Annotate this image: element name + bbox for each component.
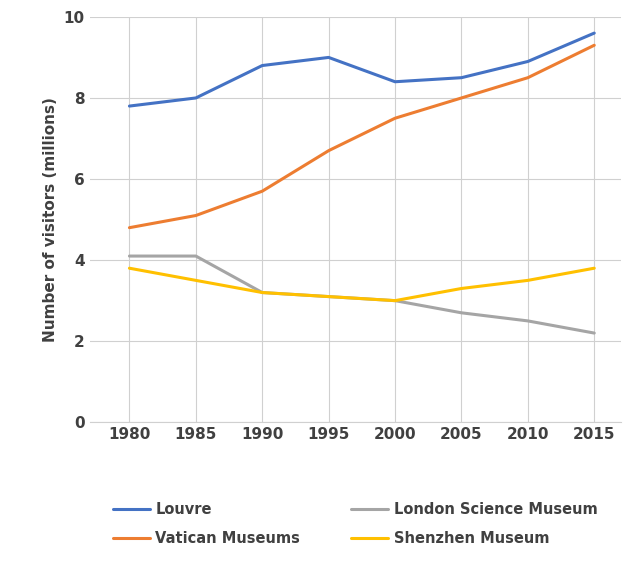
Shenzhen Museum: [458, 285, 465, 292]
Vatican Museums: [324, 148, 332, 154]
Louvre: [590, 30, 598, 37]
London Science Museum: [391, 297, 399, 304]
Shenzhen Museum: [125, 265, 133, 271]
Louvre: [192, 95, 200, 101]
Shenzhen Museum: [259, 289, 266, 296]
London Science Museum: [125, 253, 133, 260]
Legend: Louvre, Vatican Museums, London Science Museum, Shenzhen Museum: Louvre, Vatican Museums, London Science …: [106, 494, 605, 553]
Vatican Museums: [524, 74, 532, 81]
Vatican Museums: [458, 95, 465, 101]
Shenzhen Museum: [324, 293, 332, 300]
Y-axis label: Number of visitors (millions): Number of visitors (millions): [43, 97, 58, 342]
Louvre: [125, 102, 133, 109]
London Science Museum: [590, 330, 598, 337]
Vatican Museums: [391, 115, 399, 122]
Louvre: [458, 74, 465, 81]
London Science Museum: [259, 289, 266, 296]
London Science Museum: [458, 310, 465, 316]
Shenzhen Museum: [590, 265, 598, 271]
London Science Museum: [192, 253, 200, 260]
Vatican Museums: [259, 188, 266, 195]
Shenzhen Museum: [524, 277, 532, 284]
Louvre: [324, 54, 332, 61]
Louvre: [259, 62, 266, 69]
Shenzhen Museum: [192, 277, 200, 284]
Vatican Museums: [590, 42, 598, 48]
Shenzhen Museum: [391, 297, 399, 304]
Line: Louvre: Louvre: [129, 33, 594, 106]
London Science Museum: [324, 293, 332, 300]
Vatican Museums: [192, 212, 200, 219]
Line: Shenzhen Museum: Shenzhen Museum: [129, 268, 594, 301]
London Science Museum: [524, 318, 532, 324]
Louvre: [391, 78, 399, 85]
Line: London Science Museum: London Science Museum: [129, 256, 594, 333]
Vatican Museums: [125, 224, 133, 231]
Louvre: [524, 58, 532, 65]
Line: Vatican Museums: Vatican Museums: [129, 45, 594, 227]
